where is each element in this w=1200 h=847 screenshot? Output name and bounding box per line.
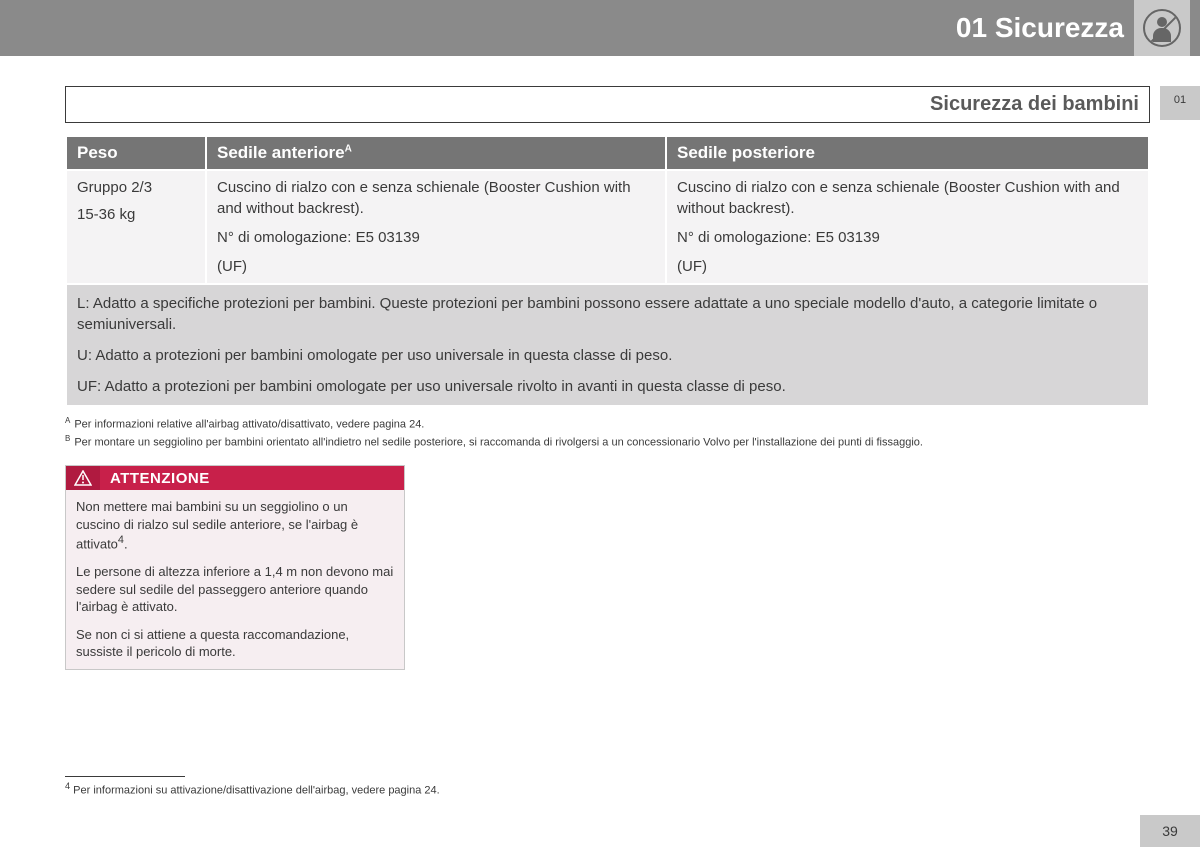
front-approval: N° di omologazione: E5 03139 xyxy=(217,227,655,248)
cell-rear-seat: Cuscino di rialzo con e senza schienale … xyxy=(666,170,1149,284)
front-desc: Cuscino di rialzo con e senza schienale … xyxy=(217,177,655,219)
rear-desc: Cuscino di rialzo con e senza schienale … xyxy=(677,177,1138,219)
table-header-row: Peso Sedile anterioreA Sedile posteriore xyxy=(66,137,1149,170)
rear-approval: N° di omologazione: E5 03139 xyxy=(677,227,1138,248)
warning-box: ATTENZIONE Non mettere mai bambini su un… xyxy=(65,465,405,670)
cell-front-seat: Cuscino di rialzo con e senza schienale … xyxy=(206,170,666,284)
warning-icon xyxy=(66,466,100,490)
legend-u: U: Adatto a protezioni per bambini omolo… xyxy=(77,345,1138,366)
weight-group: Gruppo 2/3 xyxy=(77,177,195,198)
th-rear-seat: Sedile posteriore xyxy=(666,137,1149,170)
page-number: 39 xyxy=(1140,815,1200,847)
legend-box: L: Adatto a specifiche protezioni per ba… xyxy=(67,285,1148,405)
section-header-row: Sicurezza dei bambini 01 xyxy=(0,86,1200,123)
section-title: Sicurezza dei bambini xyxy=(65,86,1150,123)
footnote-b: BPer montare un seggiolino per bambini o… xyxy=(65,433,1150,451)
cell-weight: Gruppo 2/3 15-36 kg xyxy=(66,170,206,284)
page-footnote: 4 Per informazioni su attivazione/disatt… xyxy=(65,776,440,797)
weight-range: 15-36 kg xyxy=(77,204,195,225)
footnote-a: APer informazioni relative all'airbag at… xyxy=(65,415,1150,433)
page-content: Peso Sedile anterioreA Sedile posteriore… xyxy=(65,137,1150,670)
legend-l: L: Adatto a specifiche protezioni per ba… xyxy=(77,293,1138,335)
table-footnotes: APer informazioni relative all'airbag at… xyxy=(65,415,1150,451)
no-person-icon-box xyxy=(1134,0,1190,56)
legend-uf: UF: Adatto a protezioni per bambini omol… xyxy=(77,376,1138,397)
page-header: 01 Sicurezza xyxy=(0,0,1200,56)
chapter-tab: 01 xyxy=(1160,86,1200,120)
warning-p1: Non mettere mai bambini su un seggiolino… xyxy=(76,498,394,553)
th-front-seat: Sedile anterioreA xyxy=(206,137,666,170)
warning-body: Non mettere mai bambini su un seggiolino… xyxy=(66,490,404,669)
front-code: (UF) xyxy=(217,256,655,277)
chapter-title: 01 Sicurezza xyxy=(956,12,1124,44)
rear-code: (UF) xyxy=(677,256,1138,277)
th-weight: Peso xyxy=(66,137,206,170)
legend-row: L: Adatto a specifiche protezioni per ba… xyxy=(66,284,1149,406)
child-seat-table: Peso Sedile anterioreA Sedile posteriore… xyxy=(65,137,1150,407)
warning-p3: Se non ci si attiene a questa raccomanda… xyxy=(76,626,394,661)
warning-p2: Le persone di altezza inferiore a 1,4 m … xyxy=(76,563,394,616)
table-row: Gruppo 2/3 15-36 kg Cuscino di rialzo co… xyxy=(66,170,1149,284)
warning-label: ATTENZIONE xyxy=(100,470,210,487)
no-person-icon xyxy=(1143,9,1181,47)
warning-header: ATTENZIONE xyxy=(66,466,404,490)
